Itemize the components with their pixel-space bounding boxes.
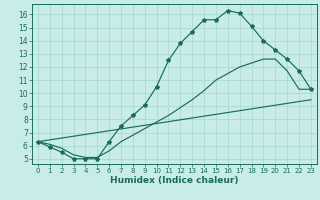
X-axis label: Humidex (Indice chaleur): Humidex (Indice chaleur) [110,176,239,185]
